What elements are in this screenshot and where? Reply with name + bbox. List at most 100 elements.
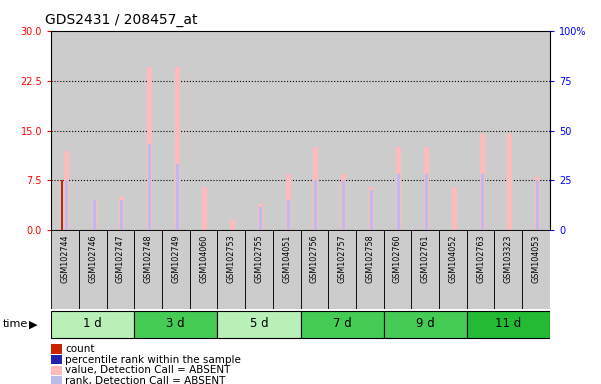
Text: GSM104052: GSM104052 xyxy=(448,234,457,283)
Bar xyxy=(93,200,96,230)
Bar xyxy=(64,151,69,230)
Bar xyxy=(162,31,190,230)
Bar xyxy=(341,174,346,230)
Text: GSM103323: GSM103323 xyxy=(504,234,513,283)
Bar xyxy=(452,187,457,230)
Text: 7 d: 7 d xyxy=(333,317,352,330)
FancyBboxPatch shape xyxy=(328,230,356,309)
Bar xyxy=(51,31,79,230)
FancyBboxPatch shape xyxy=(51,230,79,309)
FancyBboxPatch shape xyxy=(383,230,411,309)
Bar xyxy=(285,174,290,230)
Text: count: count xyxy=(65,344,94,354)
FancyBboxPatch shape xyxy=(467,230,495,309)
Text: 1 d: 1 d xyxy=(84,317,102,330)
Bar xyxy=(120,200,123,230)
FancyBboxPatch shape xyxy=(245,230,273,309)
Text: ▶: ▶ xyxy=(29,319,37,329)
Text: time: time xyxy=(3,319,28,329)
Bar xyxy=(91,200,97,230)
Bar xyxy=(203,187,207,230)
Bar xyxy=(147,67,152,230)
Text: GDS2431 / 208457_at: GDS2431 / 208457_at xyxy=(45,13,198,27)
FancyBboxPatch shape xyxy=(411,230,439,309)
Bar xyxy=(79,31,106,230)
Text: 11 d: 11 d xyxy=(495,317,522,330)
Bar xyxy=(218,31,245,230)
FancyBboxPatch shape xyxy=(300,311,383,338)
Bar xyxy=(370,190,373,230)
Bar xyxy=(425,174,428,230)
Bar xyxy=(522,31,550,230)
FancyBboxPatch shape xyxy=(273,230,300,309)
Bar xyxy=(368,187,374,230)
Bar xyxy=(481,174,484,230)
Bar xyxy=(495,31,522,230)
Bar xyxy=(287,200,290,230)
FancyBboxPatch shape xyxy=(300,230,328,309)
FancyBboxPatch shape xyxy=(134,230,162,309)
Bar xyxy=(65,180,68,230)
Bar xyxy=(134,31,162,230)
Bar xyxy=(397,147,401,230)
Text: GSM102747: GSM102747 xyxy=(116,234,125,283)
Bar xyxy=(300,31,328,230)
Text: GSM102746: GSM102746 xyxy=(88,234,97,283)
FancyBboxPatch shape xyxy=(134,311,218,338)
Text: GSM102749: GSM102749 xyxy=(171,234,180,283)
Text: GSM102758: GSM102758 xyxy=(365,234,374,283)
Bar xyxy=(411,31,439,230)
Text: percentile rank within the sample: percentile rank within the sample xyxy=(65,354,241,365)
Bar xyxy=(356,31,383,230)
Text: rank, Detection Call = ABSENT: rank, Detection Call = ABSENT xyxy=(65,376,225,384)
Bar xyxy=(106,31,134,230)
Bar xyxy=(190,31,218,230)
Text: GSM104053: GSM104053 xyxy=(531,234,540,283)
FancyBboxPatch shape xyxy=(383,311,467,338)
FancyBboxPatch shape xyxy=(467,311,550,338)
FancyBboxPatch shape xyxy=(356,230,383,309)
FancyBboxPatch shape xyxy=(218,311,300,338)
Bar xyxy=(258,204,263,230)
FancyBboxPatch shape xyxy=(51,311,134,338)
Text: GSM102744: GSM102744 xyxy=(61,234,70,283)
Bar xyxy=(273,31,300,230)
Text: GSM102756: GSM102756 xyxy=(310,234,319,283)
Bar xyxy=(175,164,178,230)
Bar xyxy=(535,177,540,230)
Text: GSM102748: GSM102748 xyxy=(144,234,153,283)
Bar xyxy=(328,31,356,230)
Bar xyxy=(507,134,512,230)
Bar xyxy=(467,31,495,230)
FancyBboxPatch shape xyxy=(106,230,134,309)
Bar xyxy=(175,67,180,230)
Text: GSM104051: GSM104051 xyxy=(282,234,291,283)
Bar xyxy=(230,220,235,230)
Text: value, Detection Call = ABSENT: value, Detection Call = ABSENT xyxy=(65,365,230,376)
Text: 5 d: 5 d xyxy=(249,317,268,330)
Bar xyxy=(383,31,411,230)
Bar xyxy=(119,197,124,230)
Bar xyxy=(245,31,273,230)
Text: GSM102753: GSM102753 xyxy=(227,234,236,283)
Text: GSM102763: GSM102763 xyxy=(476,234,485,283)
Text: GSM104060: GSM104060 xyxy=(199,234,208,283)
FancyBboxPatch shape xyxy=(495,230,522,309)
FancyBboxPatch shape xyxy=(439,230,467,309)
FancyBboxPatch shape xyxy=(218,230,245,309)
Text: GSM102761: GSM102761 xyxy=(421,234,430,283)
FancyBboxPatch shape xyxy=(79,230,106,309)
Text: GSM102757: GSM102757 xyxy=(338,234,347,283)
Bar xyxy=(61,180,63,230)
Bar xyxy=(424,147,429,230)
Text: GSM102760: GSM102760 xyxy=(393,234,402,283)
Bar xyxy=(259,207,262,230)
Bar xyxy=(439,31,467,230)
Text: 9 d: 9 d xyxy=(416,317,435,330)
FancyBboxPatch shape xyxy=(522,230,550,309)
FancyBboxPatch shape xyxy=(162,230,190,309)
FancyBboxPatch shape xyxy=(190,230,218,309)
Bar xyxy=(314,180,317,230)
Text: GSM102755: GSM102755 xyxy=(254,234,263,283)
Bar xyxy=(480,134,484,230)
